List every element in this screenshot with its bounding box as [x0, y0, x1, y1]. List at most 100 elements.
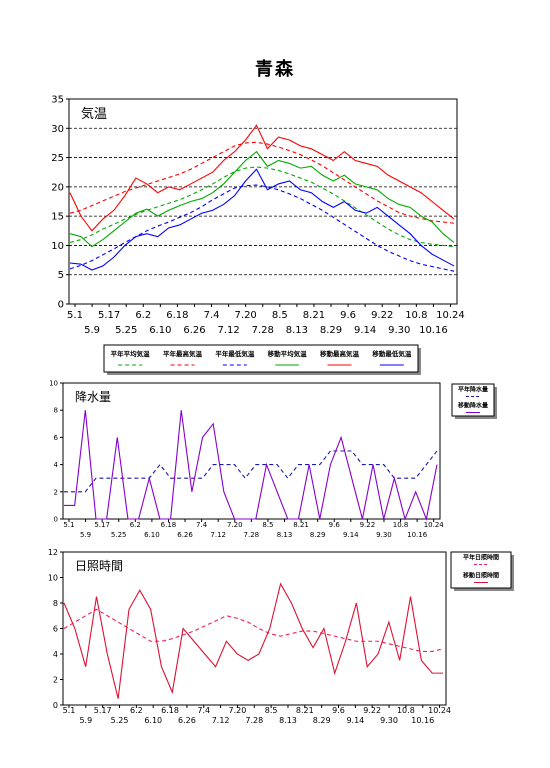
chart-1: 0 5 10 15 20 25 30 35 5.1 5.17 6.2 6.18 7.4 7.20 8.5 8.… — [51, 95, 465, 375]
x-tick-label: 8.29 — [313, 716, 331, 725]
x-tick-label: 5.17 — [94, 521, 110, 529]
x-tick-label: 6.18 — [166, 310, 188, 321]
x-tick-label: 9.14 — [346, 716, 364, 725]
x-tick-label: 6.2 — [130, 521, 141, 529]
y-tick-label: 35 — [51, 95, 64, 106]
x-tick-label: 5.1 — [67, 310, 83, 321]
y-tick-label: 25 — [51, 153, 64, 164]
x-tick-label: 6.26 — [177, 531, 193, 539]
series-line-1 — [69, 166, 455, 248]
x-tick-label: 10.8 — [393, 521, 409, 529]
x-tick-label: 6.26 — [178, 716, 196, 725]
x-tick-label: 5.9 — [79, 716, 92, 725]
x-tick-label: 5.17 — [94, 706, 112, 715]
x-tick-label: 6.18 — [161, 706, 179, 715]
x-tick-label: 9.22 — [360, 521, 376, 529]
legend-box — [103, 344, 419, 373]
x-tick-label: 5.9 — [80, 531, 91, 539]
legend-label: 移動平均気温 — [268, 349, 308, 358]
x-tick-label: 7.12 — [210, 531, 226, 539]
x-tick-label: 5.25 — [115, 325, 137, 336]
x-tick-label: 8.13 — [277, 531, 293, 539]
y-tick-label: 0 — [53, 701, 58, 710]
x-tick-label: 6.10 — [144, 531, 160, 539]
y-tick-label: 10 — [49, 379, 58, 387]
legend-label: 平年最高気温 — [163, 349, 203, 358]
x-tick-label: 9.22 — [371, 310, 393, 321]
x-tick-label: 8.5 — [272, 310, 288, 321]
x-tick-label: 8.5 — [262, 521, 273, 529]
x-tick-label: 9.6 — [329, 521, 341, 529]
chart-title: 日照時間 — [75, 559, 123, 573]
x-tick-label: 10.16 — [407, 531, 428, 539]
legend-label: 移動降水量 — [458, 402, 488, 410]
x-tick-label: 8.13 — [286, 325, 308, 336]
y-tick-label: 6 — [54, 434, 59, 442]
x-tick-label: 8.21 — [303, 310, 325, 321]
x-tick-label: 9.14 — [343, 531, 359, 539]
x-tick-label: 7.20 — [235, 310, 257, 321]
series-line-2 — [64, 410, 438, 521]
y-tick-label: 30 — [51, 124, 64, 135]
x-tick-label: 5.1 — [63, 706, 76, 715]
plot-frame — [68, 98, 458, 305]
x-tick-label: 7.28 — [252, 325, 274, 336]
y-tick-label: 8 — [53, 599, 58, 608]
y-tick-label: 20 — [51, 182, 64, 193]
x-tick-label: 5.1 — [63, 521, 74, 529]
x-tick-label: 8.21 — [293, 521, 309, 529]
y-tick-label: 12 — [48, 548, 58, 557]
legend-label: 平年平均気温 — [111, 349, 151, 358]
legend-box — [451, 383, 495, 417]
x-tick-label: 7.4 — [204, 310, 220, 321]
x-tick-label: 6.10 — [144, 716, 162, 725]
x-tick-label: 7.12 — [212, 716, 230, 725]
y-tick-label: 5 — [58, 270, 64, 281]
series-line-2 — [63, 582, 443, 699]
y-tick-label: 10 — [48, 573, 58, 582]
y-tick-label: 4 — [53, 650, 58, 659]
x-tick-label: 10.8 — [397, 706, 415, 715]
legend-label: 移動最高気温 — [320, 349, 360, 358]
chart-title: 降水量 — [75, 390, 111, 404]
legend-label: 平年日照時間 — [463, 554, 499, 562]
legend-label: 移動最低気温 — [372, 349, 412, 358]
x-tick-label: 7.12 — [217, 325, 239, 336]
x-tick-label: 6.18 — [161, 521, 177, 529]
x-tick-label: 7.20 — [229, 706, 247, 715]
x-tick-label: 7.4 — [197, 706, 210, 715]
x-tick-label: 8.21 — [296, 706, 314, 715]
series-line-2 — [69, 141, 455, 224]
x-tick-label: 5.17 — [98, 310, 120, 321]
x-tick-label: 10.16 — [419, 325, 448, 336]
x-tick-label: 10.8 — [405, 310, 427, 321]
x-tick-label: 10.16 — [411, 716, 434, 725]
x-tick-label: 8.13 — [279, 716, 297, 725]
x-tick-label: 10.24 — [424, 521, 445, 529]
y-tick-label: 15 — [51, 212, 64, 223]
chart-3: 0 2 4 6 8 10 12 5.1 5.17 6.2 6.18 7.4 7.20 8.5 8.21 9.6… — [48, 548, 514, 725]
x-tick-label: 9.30 — [388, 325, 410, 336]
x-tick-label: 7.4 — [196, 521, 208, 529]
legend-label: 移動日照時間 — [463, 572, 499, 580]
y-tick-label: 0 — [58, 300, 64, 311]
series-line-4 — [69, 150, 455, 248]
legend-label: 平年最低気温 — [215, 349, 255, 358]
x-tick-label: 7.28 — [245, 716, 263, 725]
y-tick-label: 10 — [51, 241, 64, 252]
x-tick-label: 9.30 — [380, 716, 398, 725]
y-tick-label: 0 — [54, 515, 58, 523]
y-tick-label: 6 — [53, 624, 58, 633]
x-tick-label: 5.25 — [111, 531, 127, 539]
x-tick-label: 6.2 — [130, 706, 143, 715]
y-tick-label: 2 — [53, 675, 58, 684]
x-tick-label: 10.24 — [436, 310, 465, 321]
x-tick-label: 7.20 — [227, 521, 243, 529]
x-tick-label: 8.29 — [320, 325, 342, 336]
x-tick-label: 9.6 — [332, 706, 345, 715]
legend-label: 平年降水量 — [458, 386, 488, 394]
x-tick-label: 9.30 — [376, 531, 392, 539]
y-tick-label: 2 — [54, 488, 58, 496]
x-tick-label: 10.24 — [428, 706, 451, 715]
